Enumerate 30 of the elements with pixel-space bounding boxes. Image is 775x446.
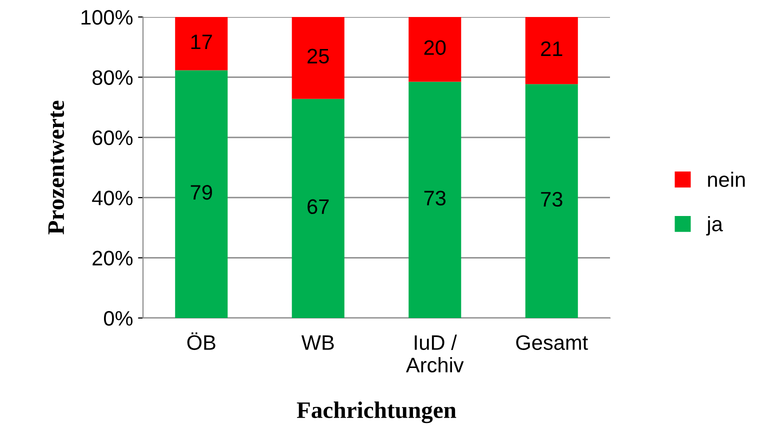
x-tick-label: ÖB [187, 332, 216, 350]
annotation: 67 [308, 199, 329, 214]
bar [292, 17, 344, 99]
legend-label: ja [706, 216, 723, 236]
x-tick-label: Gesamt [516, 335, 588, 350]
y-tick-label: 100% [82, 10, 133, 25]
annotation: 17 [191, 34, 212, 50]
y-tick-label: 60% [92, 130, 133, 146]
bar [408, 82, 462, 318]
annotation: 73 [541, 192, 562, 207]
y-tick-label: 0% [104, 311, 133, 326]
bar [175, 17, 228, 70]
annotation: 25 [308, 48, 329, 64]
x-axis-title: Fachrichtungen [296, 402, 456, 424]
bar [525, 84, 578, 318]
annotation: 79 [190, 184, 212, 200]
bar [408, 17, 462, 82]
annotation: 73 [424, 190, 446, 206]
x-tick-label: IuD / Archiv [406, 334, 464, 372]
bar [292, 98, 344, 318]
legend-label: nein [708, 172, 745, 187]
y-axis-title: Prozentwerte [48, 100, 64, 234]
y-tick-label: 80% [92, 70, 133, 85]
bar [525, 17, 578, 84]
annotation: 20 [424, 40, 446, 55]
y-tick-label: 40% [92, 190, 133, 206]
y-tick-label: 20% [92, 250, 133, 266]
annotation: 21 [541, 41, 562, 56]
bar [175, 70, 228, 318]
x-tick-label: WB [301, 335, 334, 350]
